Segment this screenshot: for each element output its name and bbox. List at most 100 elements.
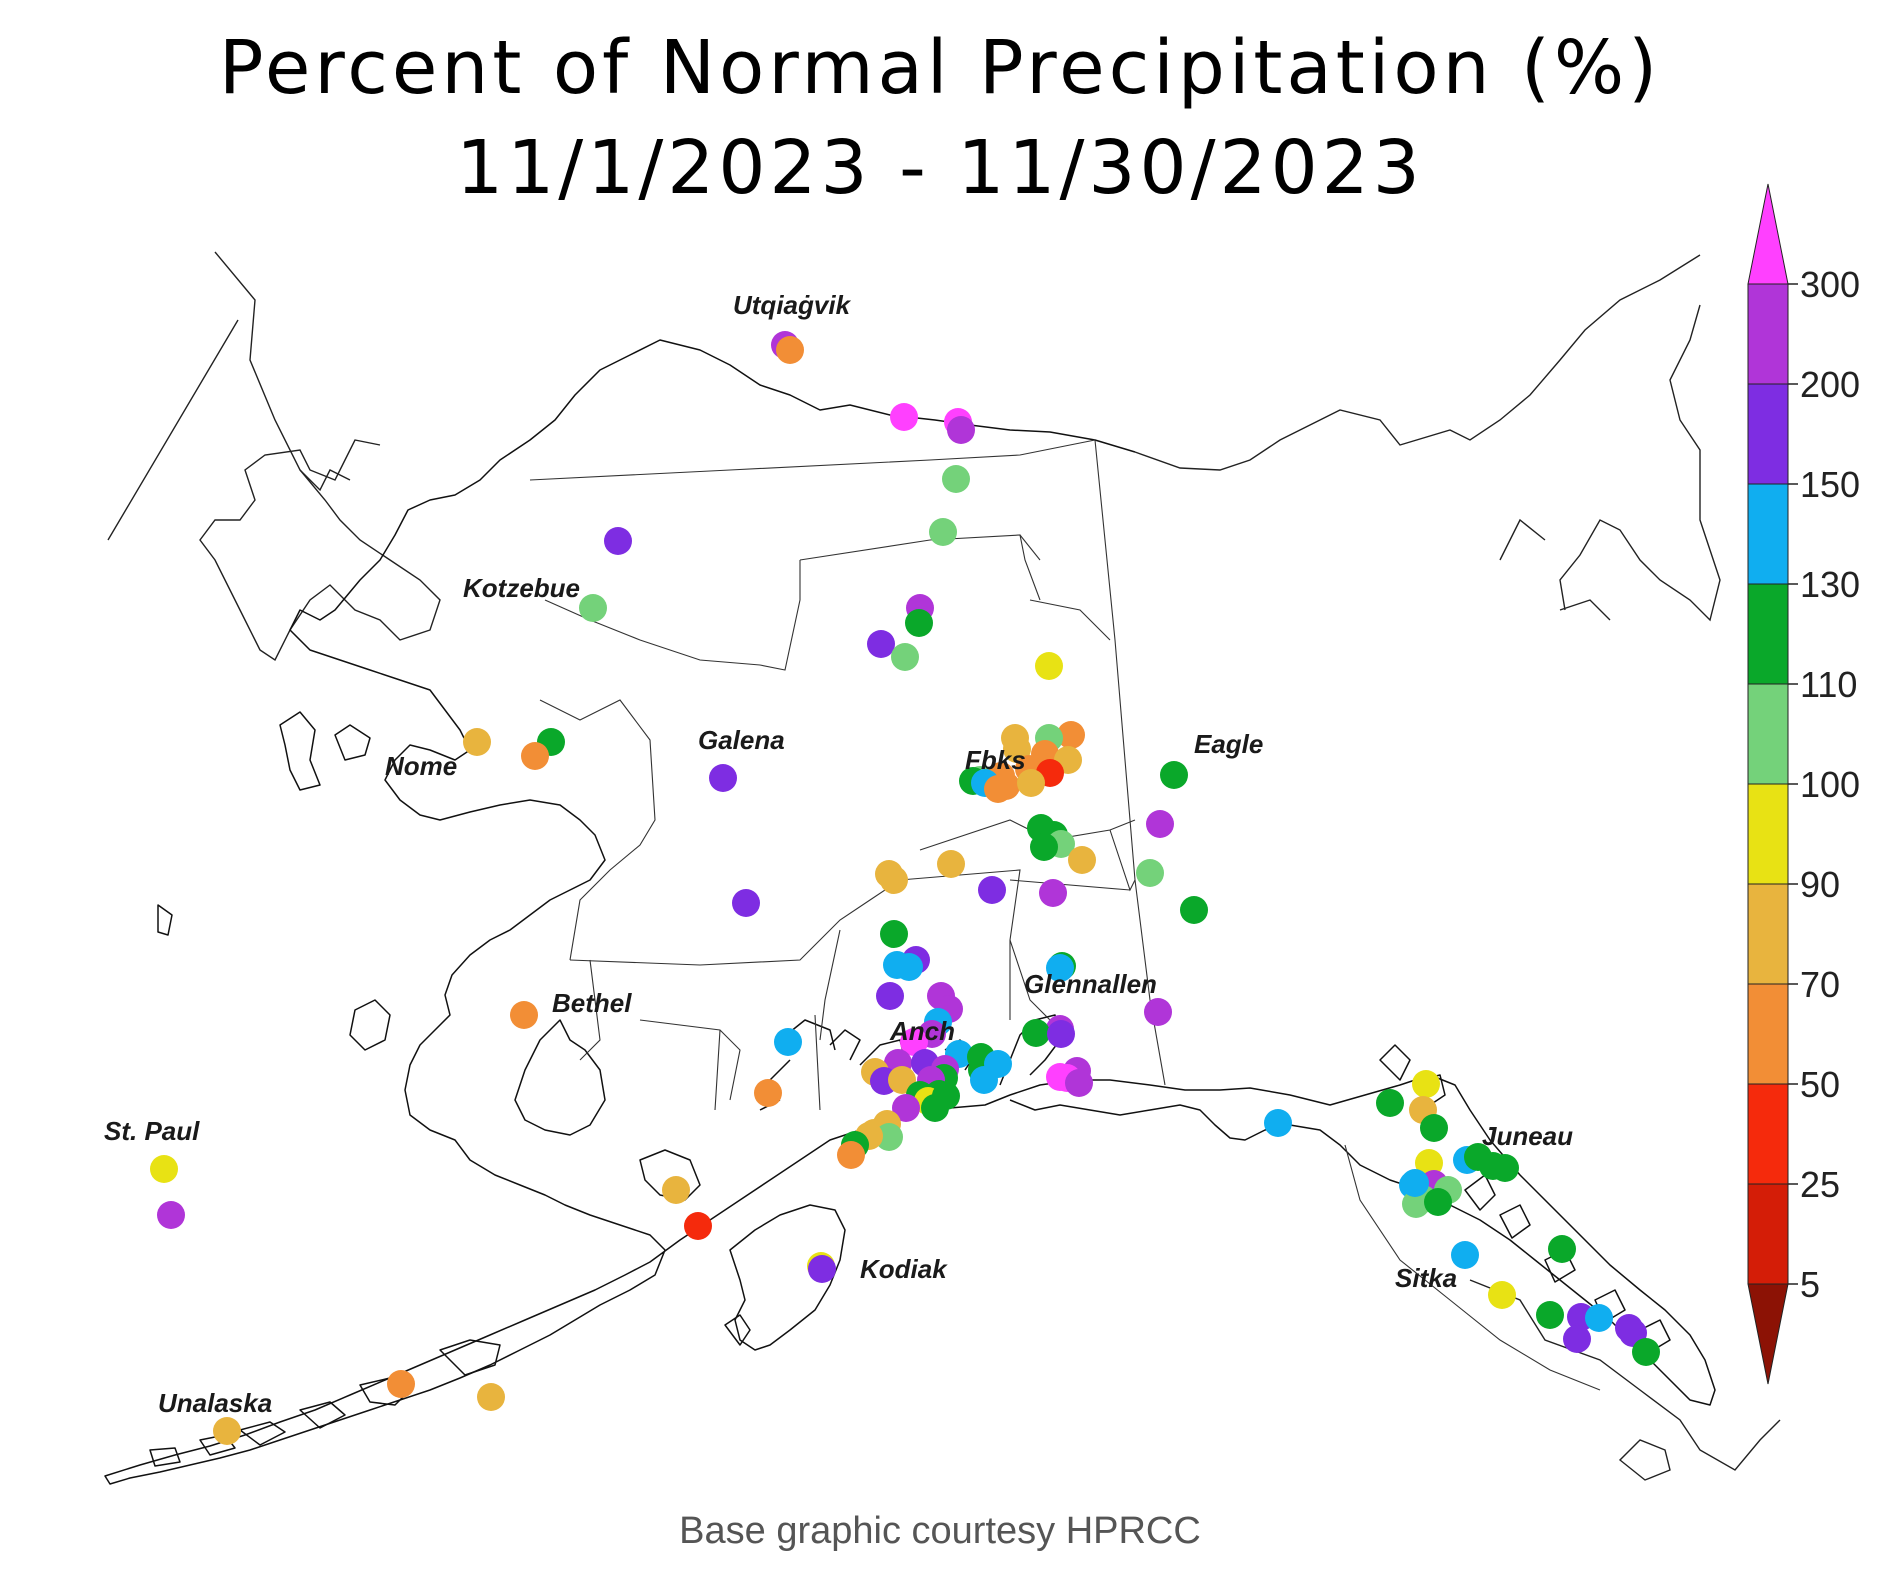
station-dot [774, 1028, 802, 1056]
station-dot [1030, 833, 1058, 861]
station-dot [947, 416, 975, 444]
place-label-eagle: Eagle [1194, 729, 1263, 759]
legend-tick-label: 200 [1800, 364, 1860, 405]
credit-text: Base graphic courtesy HPRCC [679, 1510, 1201, 1552]
place-label-fbks: Fbks [965, 745, 1026, 775]
station-dot [890, 403, 918, 431]
station-dot [1264, 1109, 1292, 1137]
legend-tick-label: 5 [1800, 1264, 1820, 1305]
place-label-utqiagvik: Utqiaġvik [733, 290, 852, 320]
color-legend: 300 200 150 130 110 100 90 70 50 25 5 [1747, 183, 1860, 1385]
station-dot [1424, 1188, 1452, 1216]
station-dot [709, 764, 737, 792]
station-dot [1451, 1241, 1479, 1269]
station-dot [867, 630, 895, 658]
division-boundaries [529, 439, 1601, 1391]
station-dot [684, 1212, 712, 1240]
station-dot [732, 889, 760, 917]
station-dot [463, 728, 491, 756]
legend-tick-label: 110 [1800, 664, 1857, 705]
station-dot [1035, 652, 1063, 680]
legend-swatch [1747, 883, 1789, 985]
legend-tick-label: 90 [1800, 864, 1840, 905]
place-label-anch: Anch [889, 1016, 955, 1046]
station-dot [1068, 846, 1096, 874]
station-dot [1057, 721, 1085, 749]
station-dot [905, 609, 933, 637]
title-line-2: 11/1/2023 - 11/30/2023 [456, 125, 1424, 211]
station-dot [1563, 1325, 1591, 1353]
legend-swatch [1747, 283, 1789, 385]
place-label-bethel: Bethel [552, 988, 632, 1018]
station-dot [387, 1370, 415, 1398]
station-dot [891, 643, 919, 671]
map-title: Percent of Normal Precipitation (%) 11/1… [0, 18, 1880, 218]
station-dots [150, 331, 1660, 1445]
place-label-nome: Nome [385, 751, 457, 781]
station-dot [1585, 1304, 1613, 1332]
station-dot [1180, 896, 1208, 924]
station-dot [837, 1141, 865, 1169]
station-dot [1144, 998, 1172, 1026]
station-dot [1536, 1301, 1564, 1329]
legend-swatch [1747, 483, 1789, 585]
legend-swatch [1747, 983, 1789, 1085]
station-dot [754, 1079, 782, 1107]
station-dot [892, 1094, 920, 1122]
station-dot [937, 850, 965, 878]
station-dot [895, 953, 923, 981]
place-label-glennallen: Glennallen [1024, 969, 1157, 999]
legend-swatch [1747, 1183, 1789, 1285]
legend-swatch-above [1747, 183, 1789, 285]
station-dot [1412, 1070, 1440, 1098]
legend-tick-label: 70 [1800, 964, 1840, 1005]
legend-tick-label: 25 [1800, 1164, 1840, 1205]
place-label-kotzebue: Kotzebue [463, 573, 580, 603]
station-dot [776, 336, 804, 364]
station-dot [1420, 1114, 1448, 1142]
station-dot [1047, 1020, 1075, 1048]
neighbor-coastlines [107, 251, 1781, 1481]
station-dot [1415, 1149, 1443, 1177]
legend-swatch [1747, 783, 1789, 885]
station-dot [876, 982, 904, 1010]
station-dot [1017, 769, 1045, 797]
station-dot [808, 1255, 836, 1283]
station-dot [1548, 1235, 1576, 1263]
alaska-outline [104, 339, 1716, 1485]
station-dot [984, 1050, 1012, 1078]
legend-swatch [1747, 683, 1789, 785]
legend-swatch-below [1747, 1283, 1789, 1385]
station-dot [1488, 1281, 1516, 1309]
station-dot [213, 1417, 241, 1445]
station-dot [984, 775, 1012, 803]
legend-tick-label: 130 [1800, 564, 1860, 605]
title-line-1: Percent of Normal Precipitation (%) [218, 25, 1662, 111]
station-dot [579, 594, 607, 622]
station-dot [1146, 810, 1174, 838]
station-dot [1022, 1019, 1050, 1047]
station-dot [1136, 859, 1164, 887]
station-dot [1402, 1190, 1430, 1218]
station-dot [1039, 879, 1067, 907]
legend-tick-label: 150 [1800, 464, 1860, 505]
place-label-juneau: Juneau [1482, 1121, 1573, 1151]
station-dot [604, 527, 632, 555]
place-label-sitka: Sitka [1395, 1263, 1457, 1293]
station-dot [1491, 1154, 1519, 1182]
place-label-galena: Galena [698, 725, 785, 755]
station-dot [1632, 1338, 1660, 1366]
station-dot [521, 742, 549, 770]
place-label-kodiak: Kodiak [860, 1254, 948, 1284]
station-dot [978, 876, 1006, 904]
station-dot [1065, 1069, 1093, 1097]
legend-swatch [1747, 383, 1789, 485]
station-dot [880, 920, 908, 948]
station-dot [510, 1001, 538, 1029]
legend-swatch [1747, 1083, 1789, 1185]
station-dot [1376, 1089, 1404, 1117]
station-dot [1401, 1169, 1429, 1197]
station-dot [157, 1201, 185, 1229]
legend-tick-label: 100 [1800, 764, 1860, 805]
station-dot [1046, 954, 1074, 982]
